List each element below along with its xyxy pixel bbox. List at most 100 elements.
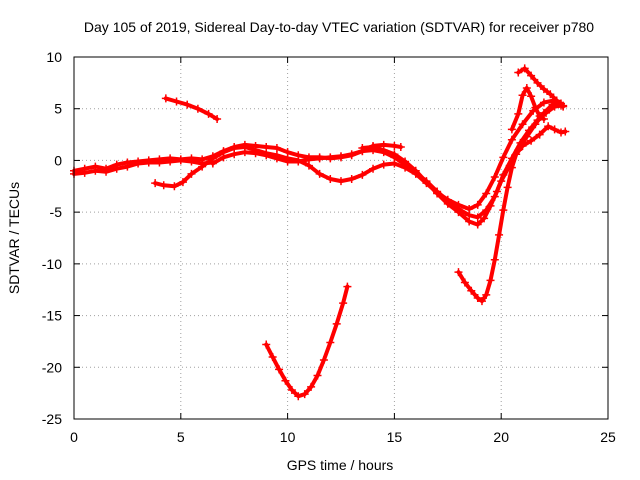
y-tick-label: -25: [42, 411, 62, 427]
data-point: [552, 96, 561, 105]
plot-border: [73, 56, 609, 420]
series-arc-10: [262, 282, 352, 401]
series-line: [456, 124, 568, 304]
data-point: [550, 102, 559, 111]
data-point: [539, 115, 548, 124]
data-point: [518, 141, 527, 150]
data-point: [283, 157, 292, 166]
data-point: [161, 94, 170, 103]
data-point: [343, 282, 352, 291]
data-point: [499, 206, 508, 215]
data-point: [527, 136, 536, 145]
axes: 0 5 10 15 20 25 -25 -20 -15 -10 -5 0 5 10: [42, 49, 616, 445]
data-point: [313, 371, 322, 380]
data-point: [512, 150, 521, 159]
data-point: [337, 177, 345, 186]
data-point: [379, 160, 388, 169]
x-tick-label: 5: [177, 429, 185, 445]
data-point: [268, 352, 277, 361]
data-point: [495, 230, 504, 239]
data-point: [473, 220, 482, 229]
data-point: [411, 166, 420, 175]
x-axis-label: GPS time / hours: [287, 457, 394, 473]
data-point: [544, 122, 553, 131]
series-arc-4: [151, 96, 568, 214]
data-point: [170, 182, 179, 191]
data-point: [433, 189, 442, 198]
data-point: [390, 150, 399, 159]
y-tick-label: 10: [46, 49, 62, 65]
data-point: [546, 90, 555, 99]
data-point: [422, 178, 431, 187]
data-point: [460, 278, 469, 287]
data-point: [294, 392, 303, 401]
data-point: [443, 199, 452, 208]
data-point: [332, 319, 341, 328]
y-axis-label: SDTVAR / TECUs: [6, 182, 22, 294]
y-tick-label: 0: [54, 152, 62, 168]
data-point: [454, 208, 463, 217]
data-point: [467, 286, 476, 295]
data-point: [307, 382, 316, 391]
data-point: [178, 178, 187, 187]
data-point: [486, 276, 495, 285]
y-tick-label: -15: [42, 308, 62, 324]
data-point: [262, 151, 271, 160]
data-point: [159, 181, 168, 190]
series-arc-8: [507, 84, 548, 134]
data-point: [499, 170, 508, 179]
data-point: [204, 109, 213, 118]
data-point: [533, 78, 542, 87]
data-point: [477, 297, 486, 306]
grid-lines: [74, 57, 608, 419]
data-point: [369, 142, 378, 151]
data-point: [347, 150, 356, 159]
data-point: [473, 200, 482, 209]
x-tick-label: 10: [280, 429, 296, 445]
data-point: [559, 102, 568, 111]
data-point: [80, 168, 89, 177]
data-point: [123, 162, 132, 171]
data-point: [507, 135, 516, 144]
data-point: [315, 154, 324, 163]
data-point: [492, 187, 501, 196]
x-tick-label: 25: [600, 429, 616, 445]
data-point: [535, 111, 544, 120]
data-point: [482, 189, 491, 198]
data-point: [539, 85, 548, 94]
data-point: [535, 130, 544, 139]
data-point: [176, 156, 185, 165]
data-point: [490, 172, 499, 181]
data-point: [134, 159, 143, 168]
data-point: [187, 157, 196, 166]
data-point: [369, 164, 378, 173]
y-tick-label: -10: [42, 256, 62, 272]
data-point: [198, 162, 207, 171]
data-point: [473, 293, 482, 302]
data-point: [490, 255, 499, 264]
data-point: [151, 179, 160, 188]
data-point: [281, 376, 290, 385]
data-point: [319, 356, 328, 365]
series-arc-7: [454, 122, 570, 306]
data-point: [527, 71, 536, 80]
data-point: [294, 157, 303, 166]
data-point: [251, 149, 260, 158]
data-point: [527, 92, 536, 101]
data-point: [275, 365, 284, 374]
data-point: [262, 340, 271, 349]
data-point: [337, 152, 345, 161]
chart-title: Day 105 of 2019, Sidereal Day-to-day VTE…: [84, 19, 594, 35]
y-tick-label: -5: [50, 204, 63, 220]
data-point: [473, 213, 482, 222]
data-point: [514, 109, 523, 118]
data-point: [561, 127, 570, 136]
data-point: [550, 125, 559, 134]
data-point: [287, 386, 296, 395]
data-point: [514, 68, 523, 77]
data-point: [183, 100, 192, 109]
data-point: [379, 146, 388, 155]
series-line: [264, 284, 350, 399]
